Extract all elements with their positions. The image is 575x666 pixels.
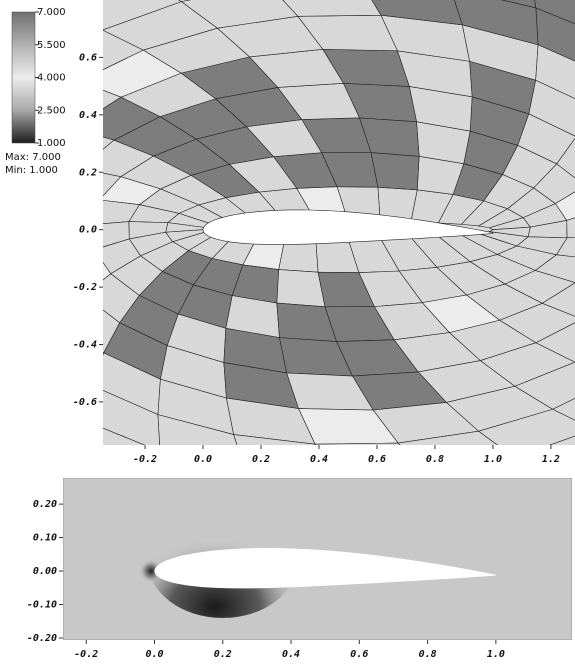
mesh-cell (276, 269, 326, 308)
mesh-cell (178, 0, 192, 2)
y-tick-label: 0.2 (79, 167, 97, 178)
mesh-cell (103, 221, 130, 248)
mesh-cell (549, 435, 575, 445)
mesh-cell (103, 200, 140, 224)
x-tick-label: -0.2 (133, 454, 157, 465)
mesh-cell (103, 262, 112, 281)
mesh-cell (504, 270, 575, 304)
mesh-cell (535, 322, 575, 363)
y-tick-label: -0.2 (73, 282, 97, 293)
mesh-cell (103, 176, 162, 205)
colorbar-tick-label: 2.500 (37, 105, 66, 116)
y-tick-label: 0.0 (79, 225, 97, 236)
mesh-cell (103, 89, 122, 109)
y-tick-label: -0.20 (27, 633, 57, 644)
y-tick-label: -0.4 (73, 340, 97, 351)
x-tick-label: 0.2 (252, 454, 270, 465)
y-tick-label: 0.10 (33, 533, 57, 544)
x-tick-label: 0.4 (282, 649, 300, 660)
mesh-cell (103, 136, 115, 150)
x-tick-label: 0.6 (368, 454, 386, 465)
mesh-cell (16, 199, 59, 243)
mesh-cell (103, 172, 122, 197)
mesh-cell (371, 0, 463, 26)
y-tick-label: 0.6 (79, 52, 97, 63)
x-tick-label: 1.2 (542, 454, 560, 465)
mesh-cell (453, 0, 539, 46)
x-tick-label: 0.2 (214, 649, 232, 660)
x-tick-label: 0.0 (145, 649, 163, 660)
mesh-cell (370, 152, 420, 191)
x-tick-label: 0.0 (194, 454, 212, 465)
mesh-cell (8, 380, 84, 458)
x-tick-label: 0.8 (419, 649, 437, 660)
y-tick-label: -0.6 (73, 397, 97, 408)
mesh-cell (314, 442, 401, 445)
mesh-cell (556, 137, 575, 179)
mesh-cell (556, 236, 575, 258)
mesh-cell (21, 348, 92, 420)
mesh-cell (554, 191, 575, 221)
field-plot (63, 478, 572, 640)
mesh-cell (16, 232, 61, 283)
colorbar-gradient (11, 11, 36, 144)
mesh-cell (534, 0, 575, 25)
x-tick-label: 1.0 (484, 454, 502, 465)
colorbar-tick-label: 7.000 (37, 7, 66, 18)
mesh-cell (0, 0, 13, 55)
mesh-cell (233, 434, 316, 445)
mesh-cell (1, 283, 60, 348)
mesh-cell (478, 408, 575, 445)
mesh-cell (103, 49, 182, 98)
mesh-cell (103, 427, 145, 445)
min-label: Min: 1.000 (5, 165, 58, 176)
mesh-cell (103, 29, 144, 70)
max-label: Max: 7.000 (5, 152, 61, 163)
mesh-cell (103, 0, 182, 31)
mesh-cell (514, 361, 575, 410)
mesh-cell (566, 217, 575, 239)
mesh-cell (541, 282, 575, 317)
mesh-cell (397, 430, 498, 445)
mesh-cell (282, 0, 382, 17)
airfoil (202, 209, 494, 245)
colorbar-tick-label: 1.000 (37, 138, 66, 149)
mesh-cell (534, 254, 575, 283)
x-tick-label: -0.2 (74, 649, 98, 660)
mesh-cell (103, 1, 218, 51)
mesh-cell (552, 398, 575, 421)
mesh-cell (0, 332, 21, 414)
mesh-cell (103, 390, 161, 445)
x-tick-label: 1.0 (487, 649, 505, 660)
mesh-cell (103, 351, 105, 356)
mesh-cell (0, 259, 1, 332)
colorbar-tick-label: 4.000 (37, 73, 66, 84)
mesh-cell (103, 139, 155, 177)
mesh-cell (157, 414, 238, 445)
x-tick-label: 0.4 (310, 454, 328, 465)
airfoil (154, 548, 496, 589)
x-tick-label: 0.6 (350, 649, 368, 660)
y-tick-label: 0.20 (33, 499, 57, 510)
axes: -0.2 0.0 0.2 0.4 0.6 0.8 1.0 1.2 -0.6 -0.4 -0.2 0.0… (27, 52, 560, 660)
colorbar: Max: 7.000 Min: 1.000 7.000 5.500 4.000 2.5… (5, 7, 66, 176)
stagnation (139, 559, 164, 584)
y-tick-label: 0.4 (79, 110, 97, 121)
mesh-cell (500, 0, 537, 9)
x-tick-label: 0.8 (426, 454, 444, 465)
colorbar-tick-label: 5.500 (37, 40, 66, 51)
mesh-cell (499, 302, 575, 344)
y-tick-label: -0.10 (27, 600, 57, 611)
mesh-cell (0, 243, 29, 305)
mesh-cell (103, 96, 161, 141)
mesh-cell (0, 306, 38, 380)
mesh-cell (0, 361, 8, 450)
mesh-cell (0, 203, 18, 259)
y-tick-label: 0.00 (33, 566, 57, 577)
mesh-plot (0, 0, 575, 458)
